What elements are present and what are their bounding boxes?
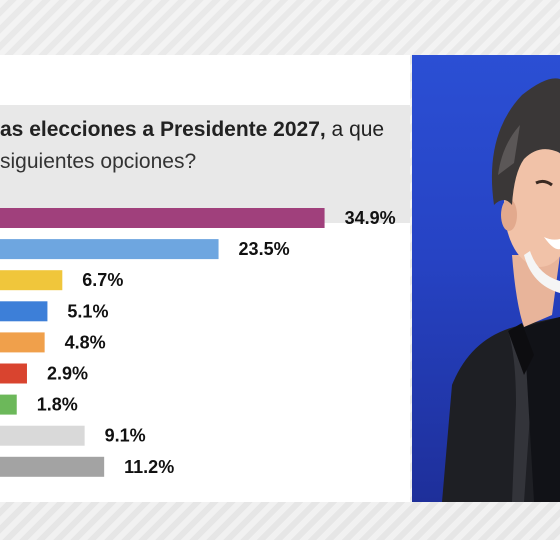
- bar-value-label: 9.1%: [105, 426, 146, 446]
- presenter-photo: [412, 55, 560, 502]
- bar: [0, 239, 219, 260]
- bar-value-label: 6.7%: [82, 270, 123, 290]
- bar-value-label: 1.8%: [37, 395, 78, 415]
- bar: [0, 301, 48, 322]
- bottom-strip: [0, 500, 560, 540]
- question-line-2: siguientes opciones?: [0, 150, 197, 173]
- bar: [0, 332, 45, 353]
- bar-value-label: 4.8%: [65, 332, 106, 352]
- question-box: [0, 105, 410, 223]
- bar: [0, 363, 27, 384]
- bar: [0, 456, 105, 477]
- bar: [0, 208, 325, 228]
- bar-value-label: 5.1%: [67, 301, 108, 321]
- bar-value-label: 11.2%: [124, 457, 174, 477]
- question-bold-text: as elecciones a Presidente 2027,: [0, 118, 326, 141]
- question-rest-text: a que: [325, 118, 385, 141]
- bar-value-label: 23.5%: [239, 239, 290, 259]
- bar-value-label: 34.9%: [345, 208, 396, 228]
- presenter-illustration: [442, 78, 560, 502]
- bar: [0, 425, 85, 446]
- bar-value-label: 2.9%: [47, 364, 88, 384]
- bar-chart: 34.9% 23.5% 6.7% 5.1% 4.8% 2.9% 1.8% 9.1% 11.2%: [0, 208, 396, 477]
- bar: [0, 394, 17, 415]
- poll-panel: as elecciones a Presidente 2027, a que s…: [0, 55, 410, 502]
- bar: [0, 270, 63, 291]
- question-line-1: as elecciones a Presidente 2027, a que: [0, 115, 410, 145]
